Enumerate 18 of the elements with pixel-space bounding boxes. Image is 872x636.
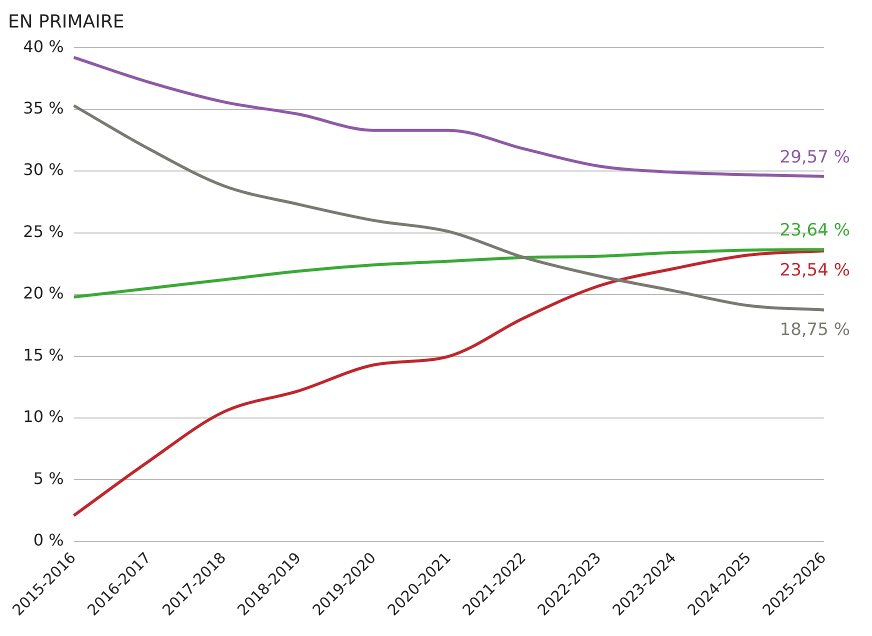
y-tick-label: 20 % [23, 284, 64, 303]
data-label: 29,57 % [780, 147, 850, 168]
line-series [72, 248, 826, 298]
y-tick-label: 0 % [33, 530, 64, 550]
data-label: 23,64 % [780, 220, 850, 241]
line-series [72, 56, 826, 178]
y-tick-label: 40 % [23, 36, 64, 56]
y-tick-label: 30 % [23, 160, 64, 180]
y-tick-label: 15 % [23, 345, 64, 364]
line-series [72, 104, 826, 312]
chart-title: EN PRIMAIRE [8, 11, 124, 32]
y-tick-label: 10 % [23, 407, 64, 426]
data-label: 18,75 % [780, 320, 850, 340]
y-tick-label: 35 % [23, 98, 64, 118]
y-tick-label: 5 % [33, 468, 64, 488]
y-tick-label: 25 % [23, 222, 64, 241]
line-series [72, 249, 826, 518]
data-label: 23,54 % [780, 260, 850, 281]
